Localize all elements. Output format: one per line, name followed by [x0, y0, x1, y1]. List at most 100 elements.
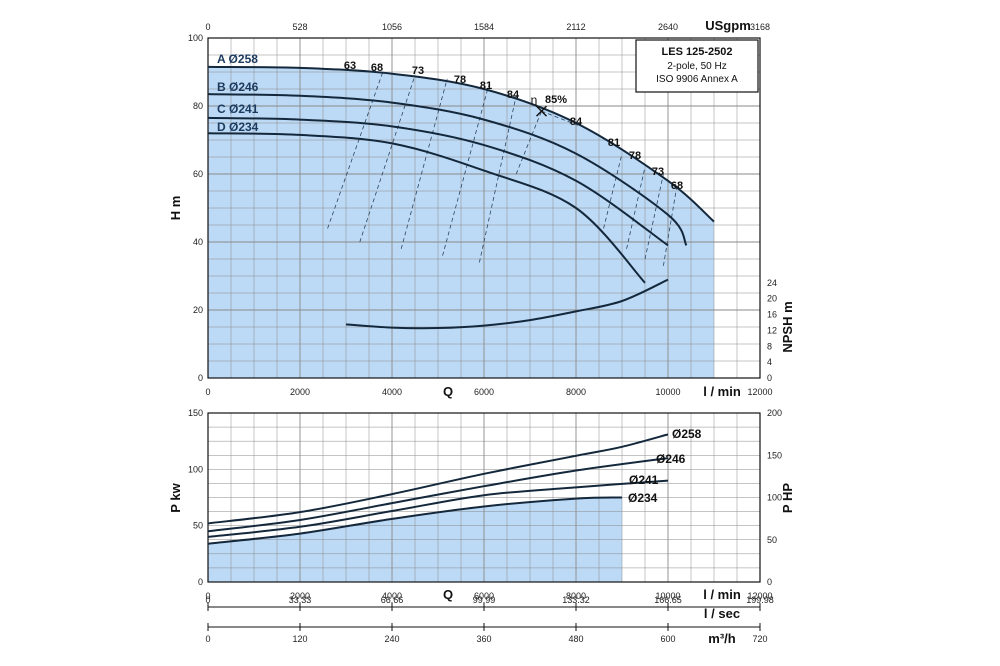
secondary-axis-tick: 199.98: [746, 595, 774, 605]
head-y-tick: 100: [188, 33, 203, 43]
npsh-tick: 12: [767, 325, 777, 335]
usgpm-tick: 2112: [566, 22, 585, 32]
usgpm-tick: 1056: [382, 22, 402, 32]
hp-tick: 150: [767, 450, 782, 460]
power-curve-label: Ø241: [629, 473, 659, 487]
head-x-tick: 6000: [474, 387, 494, 397]
secondary-axis-tick: 33.33: [289, 595, 312, 605]
head-x-unit: l / min: [703, 384, 741, 399]
usgpm-tick: 1584: [474, 22, 494, 32]
secondary-axis-tick: 133.32: [562, 595, 590, 605]
efficiency-label: 78: [629, 150, 641, 162]
head-y-tick: 20: [193, 305, 203, 315]
power-x-tick: 10000: [655, 591, 680, 601]
head-curve-label: D Ø234: [217, 120, 259, 134]
power-curve: [207, 496, 623, 545]
secondary-axis-unit: m³/h: [708, 631, 736, 646]
secondary-axis-tick: 0: [205, 634, 210, 644]
head-y-tick: 0: [198, 373, 203, 383]
usgpm-tick: 0: [205, 22, 210, 32]
npsh-tick: 16: [767, 310, 777, 320]
power-curve-label: Ø258: [672, 427, 702, 441]
eta-symbol: η: [531, 93, 538, 107]
usgpm-label: USgpm: [705, 18, 751, 33]
power-curve: [207, 457, 669, 533]
info-box-frame: [635, 39, 759, 93]
head-curve-label: A Ø258: [217, 52, 258, 66]
efficiency-label: 81: [608, 137, 620, 149]
power-x-tick: 8000: [566, 591, 586, 601]
efficiency-iso-curve: [644, 173, 664, 260]
power-x-tick: 0: [205, 591, 210, 601]
secondary-axis-tick: 600: [660, 634, 675, 644]
head-y-tick: 40: [193, 237, 203, 247]
secondary-flow-axes: 0 33.33 66.66 99.99 133.32 166.65 199.98 l / se…: [205, 595, 773, 646]
power-curve: [207, 479, 669, 538]
head-curve-a: [207, 65, 715, 223]
head-x-tick: 10000: [655, 387, 680, 397]
efficiency-label: 84: [507, 89, 520, 101]
head-y-tick: 60: [193, 169, 203, 179]
power-y-tick: 0: [198, 577, 203, 587]
power-x-tick: 4000: [382, 591, 402, 601]
efficiency-iso-curve: [359, 75, 416, 243]
pump-model: LES 125-2502: [662, 46, 733, 58]
head-curve-label: C Ø241: [217, 102, 259, 116]
power-plot-frame: [207, 412, 761, 583]
power-x-tick: 6000: [474, 591, 494, 601]
efficiency-label: 81: [480, 80, 492, 92]
power-curve-label: Ø234: [628, 491, 658, 505]
npsh-tick: 8: [767, 341, 772, 351]
power-curve-label: Ø246: [656, 452, 686, 466]
efficiency-label: 84: [570, 116, 583, 128]
power-y-tick: 50: [193, 521, 203, 531]
secondary-axis-tick: 240: [384, 634, 399, 644]
head-x-label: Q: [443, 384, 453, 399]
hp-axis-label: P HP: [780, 483, 795, 513]
hp-tick: 100: [767, 493, 782, 503]
power-x-tick: 12000: [747, 591, 772, 601]
npsh-tick: 20: [767, 294, 777, 304]
power-x-unit: l / min: [703, 587, 741, 602]
bep-marker: [536, 105, 547, 117]
secondary-axis-tick: 360: [476, 634, 491, 644]
efficiency-iso-curve: [442, 85, 489, 256]
power-x-label: Q: [443, 587, 453, 602]
efficiency-label: 68: [671, 180, 683, 192]
efficiency-label: 68: [371, 62, 383, 74]
efficiency-label: 73: [652, 166, 664, 178]
power-curve: [207, 433, 669, 525]
secondary-axis-unit: l / sec: [704, 606, 740, 621]
npsh-tick: 4: [767, 357, 772, 367]
secondary-axis-tick: 0: [205, 595, 210, 605]
usgpm-tick: 2640: [658, 22, 678, 32]
efficiency-iso-curve: [400, 78, 448, 249]
head-curve-b: [207, 93, 688, 246]
pump-speed: 2-pole, 50 Hz: [667, 61, 726, 72]
head-curve-label: B Ø246: [217, 80, 259, 94]
info-box: LES 125-2502 2-pole, 50 Hz ISO 9906 Anne…: [635, 39, 759, 93]
hp-tick: 50: [767, 535, 777, 545]
efficiency-label: 85%: [545, 94, 567, 106]
hp-tick: 200: [767, 408, 782, 418]
head-y-tick: 80: [193, 101, 203, 111]
efficiency-iso-curve: [603, 153, 623, 229]
efficiency-label: 73: [412, 65, 424, 77]
secondary-axis-tick: 66.66: [381, 595, 404, 605]
power-y-tick: 150: [188, 408, 203, 418]
efficiency-label: 78: [454, 74, 466, 86]
head-x-tick: 2000: [290, 387, 310, 397]
npsh-tick: 24: [767, 278, 777, 288]
head-curve-c: [207, 116, 669, 247]
secondary-axis-tick: 480: [568, 634, 583, 644]
efficiency-iso-curve: [515, 110, 542, 175]
head-x-tick: 12000: [747, 387, 772, 397]
npsh-axis-label: NPSH m: [780, 301, 795, 352]
efficiency-iso-curve: [479, 95, 517, 263]
head-y-label: H m: [168, 196, 183, 221]
efficiency-label: 63: [344, 60, 356, 72]
npsh-tick: 0: [767, 373, 772, 383]
